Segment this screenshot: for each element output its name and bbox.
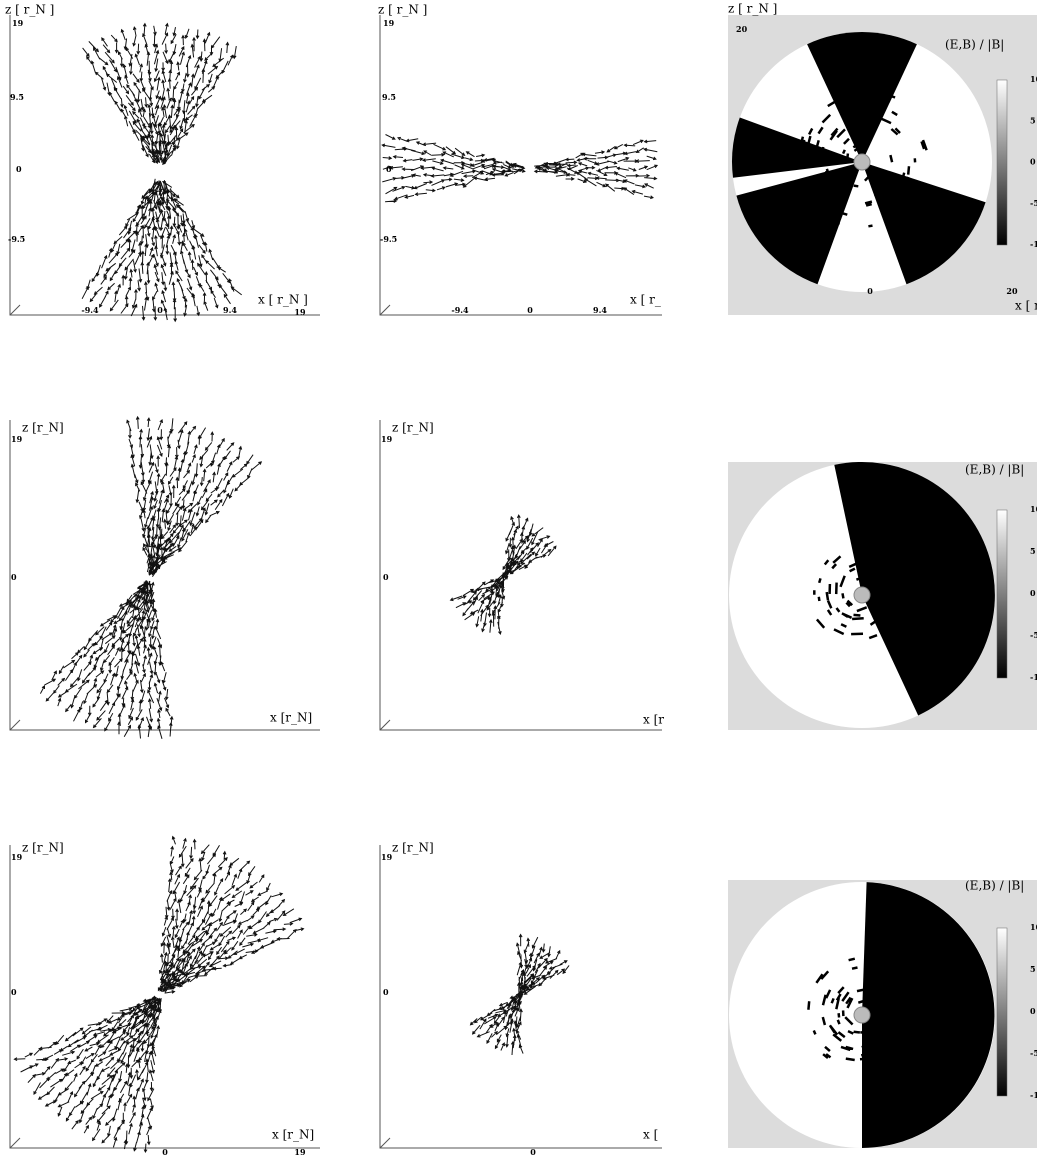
core — [854, 587, 870, 603]
y-tick-label: 0 — [16, 164, 22, 174]
y-tick-label: 0 — [11, 572, 17, 582]
colorbar-tick-label: -5 — [1030, 198, 1037, 208]
x-axis-label: x [ r_N — [1015, 299, 1037, 313]
x-axis-label: x [ r_N ] — [258, 293, 308, 307]
axes — [10, 15, 320, 315]
vector-field — [382, 135, 657, 203]
x-tick-label: 0 — [162, 1147, 168, 1157]
colorbar — [997, 510, 1007, 678]
axis-corner — [380, 720, 390, 730]
panel-title: (E,B) / |B| — [965, 879, 1024, 893]
colorbar-tick-label: 5 — [1030, 546, 1036, 556]
figure: z [ r_N ]199.50-9.5x [ r_N ]-9.409.419z … — [0, 0, 1037, 1158]
colorbar-tick-label: 10 — [1030, 74, 1037, 84]
x-tick-label: 9.4 — [593, 305, 607, 315]
y-tick-label: -9.5 — [380, 234, 397, 244]
x-tick-label: 20 — [1006, 286, 1018, 296]
x-axis-label: x [r — [643, 713, 664, 727]
core — [854, 154, 870, 170]
colorbar — [997, 80, 1007, 245]
y-tick-label: 0 — [383, 572, 389, 582]
y-tick-label: -9.5 — [8, 234, 25, 244]
y-tick-label: 0 — [11, 987, 17, 997]
axes — [10, 420, 320, 730]
panel-title: (E,B) / |B| — [945, 38, 1004, 52]
z-axis-label: z [r_N] — [392, 421, 434, 435]
vector-field — [82, 24, 242, 322]
x-tick-label: 0 — [527, 305, 533, 315]
colorbar-tick-label: 0 — [1030, 157, 1036, 167]
z-axis-label: z [ r_N ] — [5, 3, 54, 17]
axis-corner — [10, 1138, 20, 1148]
x-tick-label: 0 — [530, 1147, 536, 1157]
y-tick-label: 19 — [11, 434, 23, 444]
y-tick-label: 19 — [11, 852, 23, 862]
axis-corner — [10, 720, 20, 730]
colorbar-tick-label: 5 — [1030, 964, 1036, 974]
colorbar-tick-label: -10 — [1030, 672, 1037, 682]
x-tick-label: -9.4 — [81, 305, 99, 315]
y-tick-label: 19 — [381, 434, 393, 444]
colorbar-tick-label: -5 — [1030, 630, 1037, 640]
y-tick-label: 0 — [386, 164, 392, 174]
colorbar-tick-label: -10 — [1030, 239, 1037, 249]
colorbar-tick-label: 0 — [1030, 1006, 1036, 1016]
z-axis-label: z [r_N] — [392, 841, 434, 855]
z-axis-label: z [ r_N ] — [728, 2, 777, 16]
y-tick-label: 9.5 — [382, 92, 396, 102]
colorbar-tick-label: -5 — [1030, 1048, 1037, 1058]
vector-field — [40, 417, 261, 739]
z-axis-label: z [r_N] — [22, 421, 64, 435]
core — [854, 1007, 870, 1023]
x-tick-label: -9.4 — [451, 305, 469, 315]
x-tick-label: 0 — [157, 305, 163, 315]
z-axis-label: z [ r_N ] — [378, 3, 427, 17]
x-tick-label: 19 — [294, 1147, 306, 1157]
page: {"panels": [ {"z_label": "z [ r_N ]", "y… — [0, 0, 1037, 1158]
x-tick-label: 9.4 — [223, 305, 237, 315]
colorbar-tick-label: 10 — [1030, 922, 1037, 932]
axes — [380, 15, 662, 315]
axis-corner — [380, 305, 390, 315]
x-axis-label: x [r_N] — [272, 1128, 314, 1142]
x-tick-label: 0 — [867, 286, 873, 296]
axis-corner — [380, 1138, 390, 1148]
x-axis-label: x [ r_ — [630, 293, 661, 307]
colorbar-tick-label: -10 — [1030, 1090, 1037, 1100]
panel-title: (E,B) / |B| — [965, 463, 1024, 477]
x-tick-label: 19 — [294, 307, 306, 317]
colorbar-tick-label: 10 — [1030, 504, 1037, 514]
vector-field — [451, 515, 556, 634]
axes — [380, 420, 662, 730]
y-tick-label: 0 — [383, 987, 389, 997]
y-tick-label: 19 — [12, 18, 24, 28]
colorbar — [997, 928, 1007, 1096]
vector-field — [14, 837, 303, 1152]
vector-field — [471, 935, 570, 1056]
x-axis-label: x [ — [643, 1128, 658, 1142]
axis-corner — [10, 305, 20, 315]
y-tick-label: 9.5 — [10, 92, 24, 102]
x-axis-label: x [r_N] — [270, 711, 312, 725]
y-tick-label: 20 — [736, 24, 748, 34]
z-axis-label: z [r_N] — [22, 841, 64, 855]
colorbar-tick-label: 5 — [1030, 115, 1036, 125]
axes — [10, 845, 320, 1148]
y-tick-label: 19 — [381, 852, 393, 862]
y-tick-label: 19 — [383, 18, 395, 28]
colorbar-tick-label: 0 — [1030, 588, 1036, 598]
